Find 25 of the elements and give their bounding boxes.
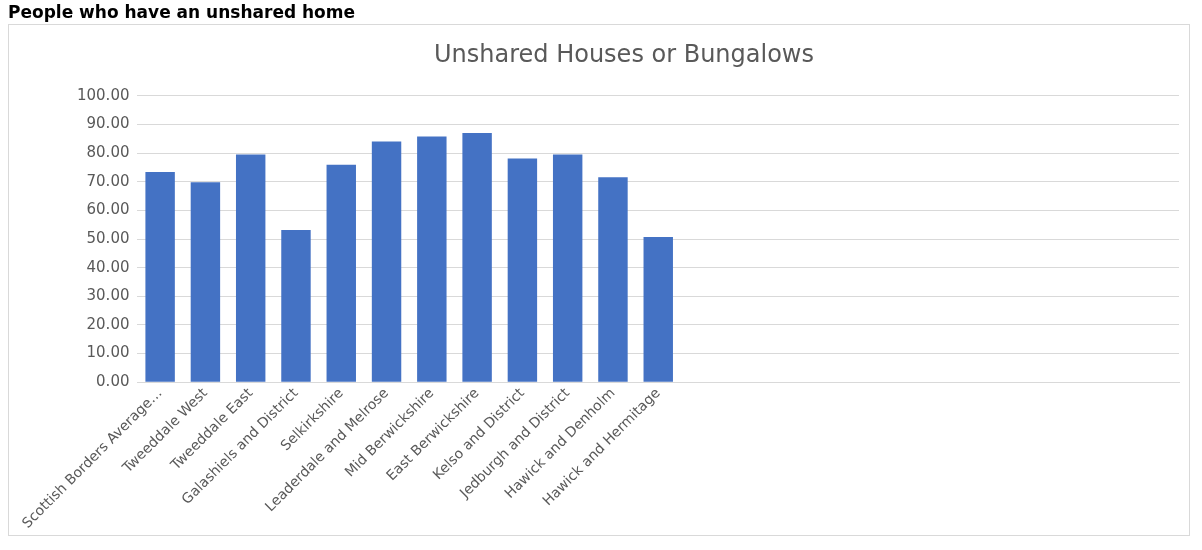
bar <box>417 136 447 382</box>
bar <box>462 133 492 382</box>
bar <box>235 154 266 382</box>
y-tick-label: 10.00 <box>86 343 130 362</box>
y-tick-label: 90.00 <box>86 114 130 133</box>
y-tick-label: 0.00 <box>96 372 130 391</box>
bar <box>190 182 221 382</box>
bar <box>552 154 583 382</box>
y-tick-label: 30.00 <box>86 286 130 305</box>
bar <box>643 237 673 382</box>
y-tick-label: 50.00 <box>86 228 130 247</box>
y-tick-label: 100.00 <box>76 85 130 104</box>
bar <box>281 230 311 382</box>
bar <box>145 171 175 382</box>
chart-title: Unshared Houses or Bungalows <box>433 39 815 68</box>
bar <box>326 164 356 382</box>
text: People who have an unshared home <box>8 2 357 22</box>
y-tick-label: 70.00 <box>86 171 130 190</box>
bar <box>371 141 402 382</box>
y-tick-label: 80.00 <box>86 142 130 161</box>
bar <box>598 177 628 382</box>
bar <box>507 158 538 382</box>
y-tick-label: 20.00 <box>86 314 130 333</box>
y-tick-label: 60.00 <box>86 200 130 219</box>
y-tick-label: 40.00 <box>86 257 130 276</box>
